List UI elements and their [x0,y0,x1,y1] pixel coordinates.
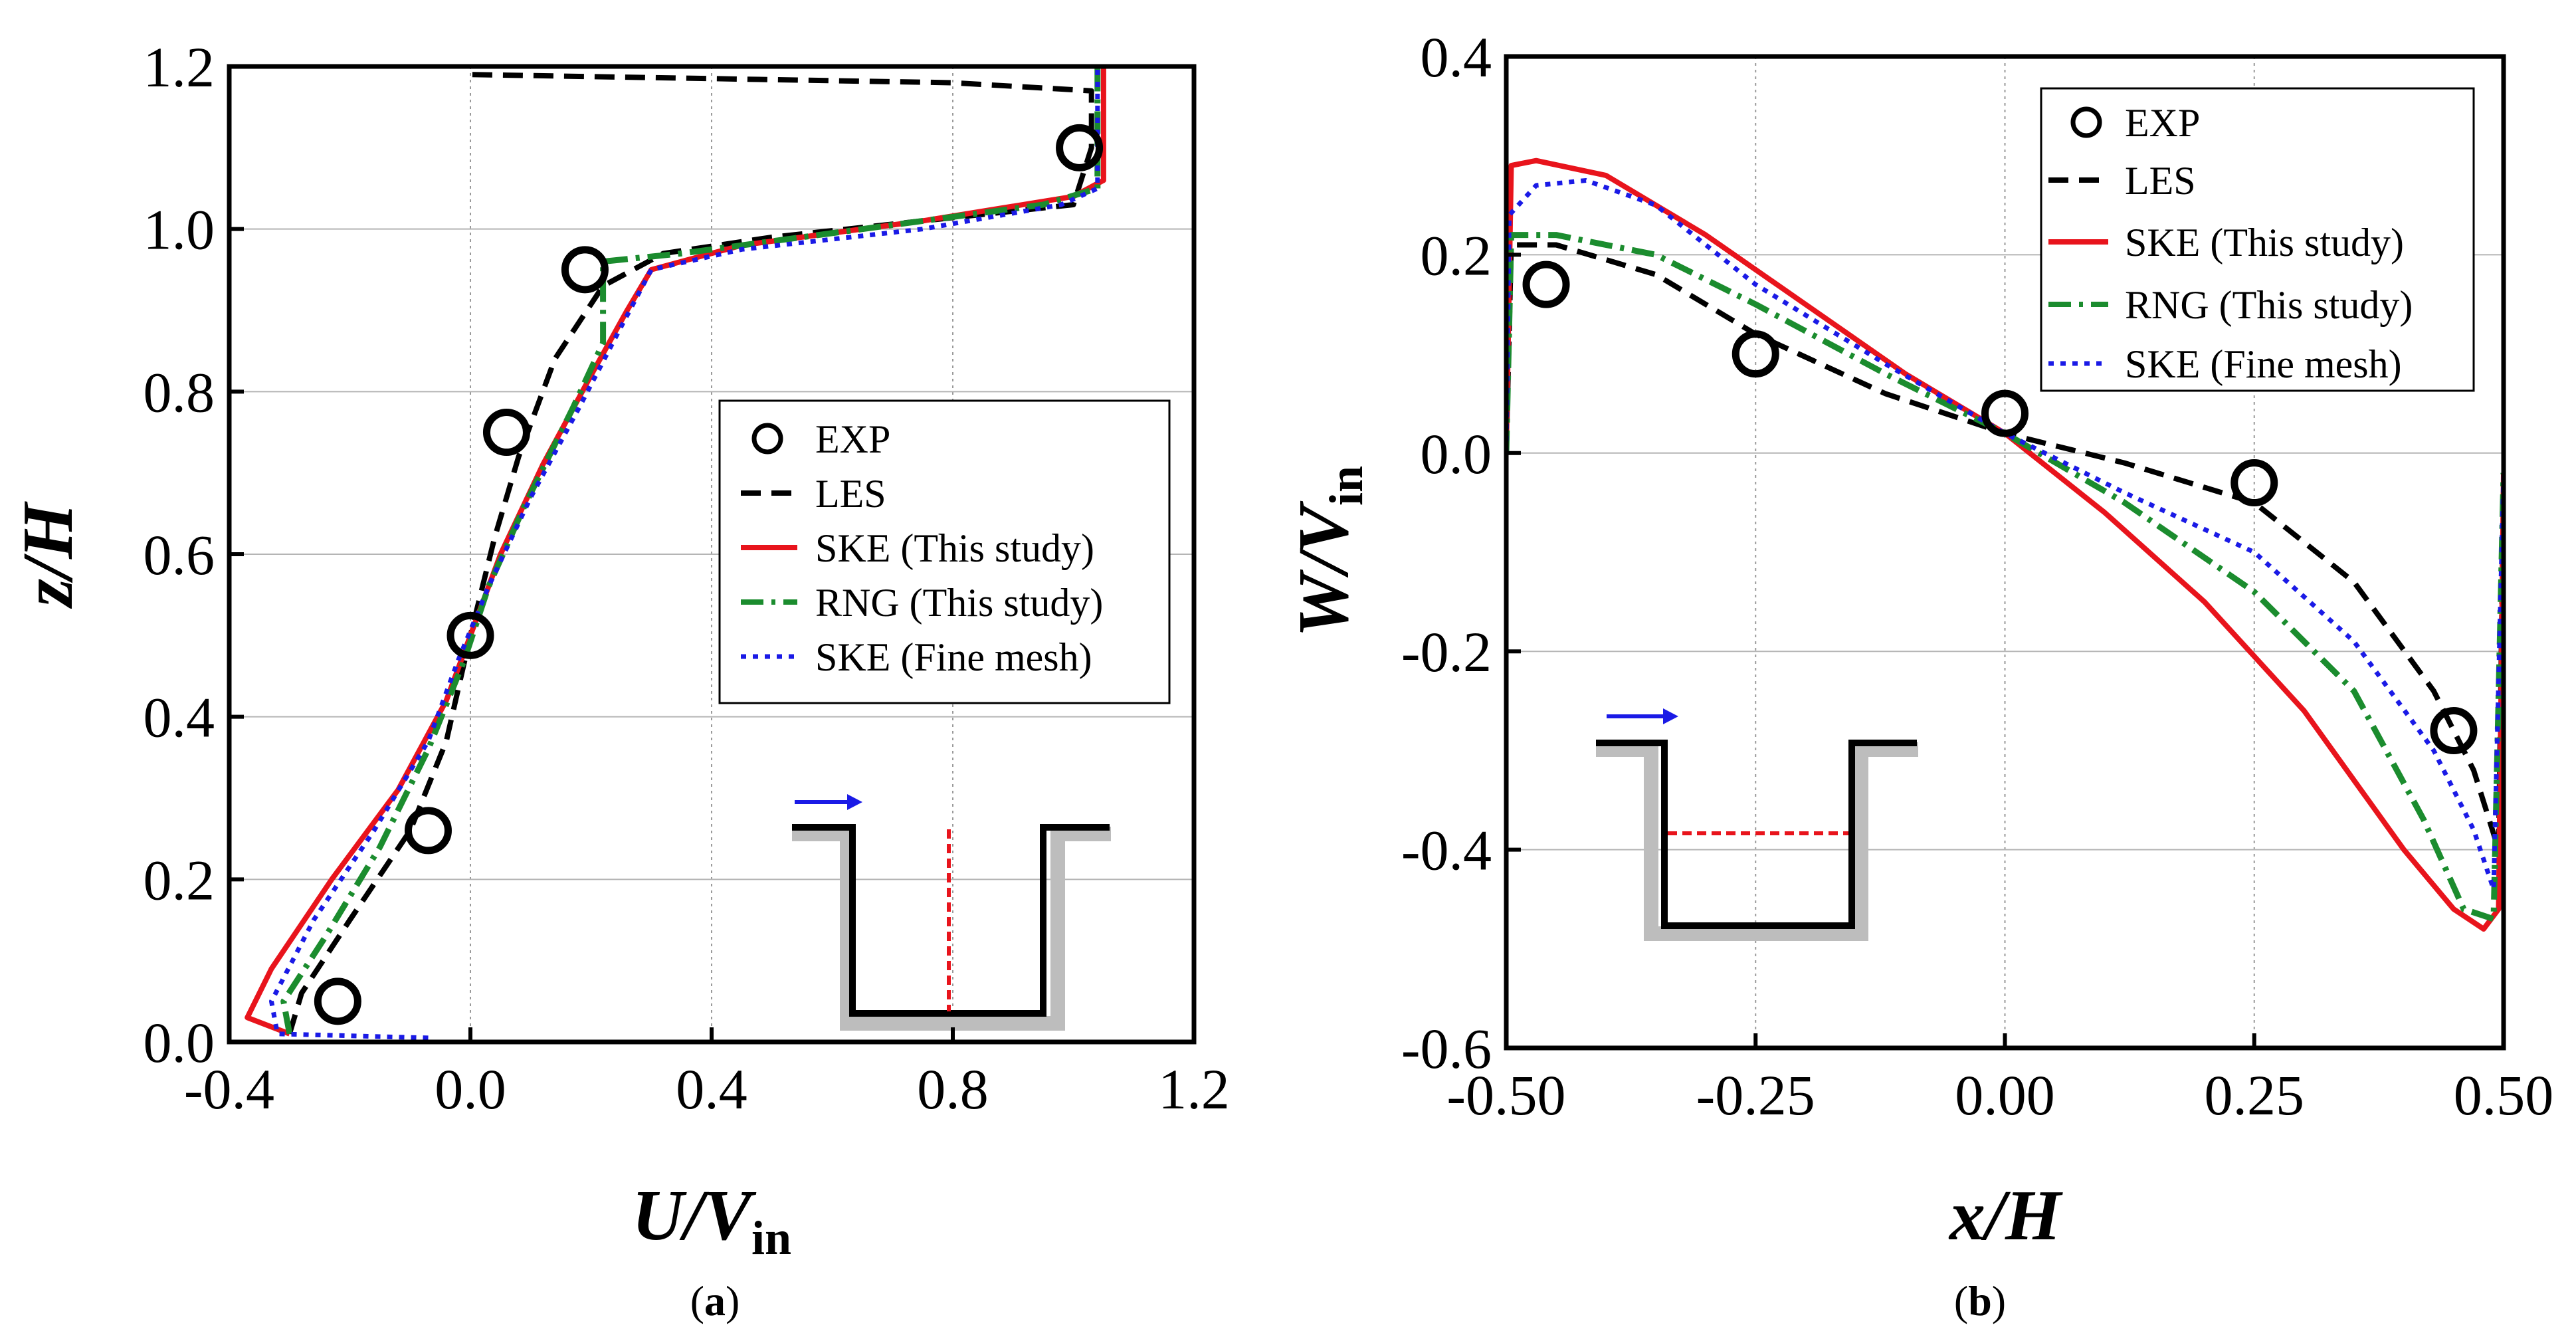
legend-a-les-label: LES [815,472,886,516]
chart-b-ticks: -0.50 -0.25 0.00 0.25 0.50 -0.6 -0.4 -0.2 0.0 0.2… [1401,25,2553,1127]
chart-a-panel-label: (a) [690,1277,740,1324]
a-ytick-label-3: 0.6 [144,523,215,587]
legend-b-exp-marker [2070,106,2102,138]
b-exp-point-2 [1981,389,2029,437]
b-exp-point-0 [1522,260,1570,308]
chart-a-legend: EXP LES SKE (This study) RNG (This study… [718,399,1171,704]
chart-a-grid [229,66,1194,1042]
chart-b-xlabel: x/H [1948,1176,2063,1255]
inset-a-canyon-outline [792,824,1110,1017]
legend-a-fine-label: SKE (Fine mesh) [815,635,1092,679]
a-exp-point-1 [404,807,452,855]
legend-b-fine-label: SKE (Fine mesh) [2125,342,2402,386]
b-exp-point-4 [2430,707,2478,755]
b-series-ske-fine-mesh [1506,178,2504,892]
b-ytick-label-3: 0.0 [1421,422,1492,486]
inset-b-flow-arrowhead [1663,708,1678,724]
b-ytick-label-0: -0.6 [1401,1017,1492,1081]
legend-a-exp-marker [751,423,783,455]
a-exp-point-3 [482,409,530,456]
b-series-les [1506,242,2504,853]
legend-b-exp-label: EXP [2125,101,2200,145]
b-xtick-label-3: 0.25 [2205,1063,2305,1127]
a-xtick-label-2: 0.4 [676,1057,747,1121]
inset-a-flow-arrowhead [847,794,862,810]
chart-b-inset-schematic [1596,708,1918,941]
chart-b-ylabel: W/Vin [1284,466,1373,637]
a-xtick-label-3: 0.8 [917,1057,989,1121]
chart-b: EXP LES SKE (This study) RNG (This study… [1284,25,2553,1324]
a-xtick-label-1: 0.0 [435,1057,506,1121]
b-exp-point-1 [1732,330,1779,378]
a-ytick-label-1: 0.2 [144,848,215,912]
b-xtick-label-2: 0.00 [1955,1063,2055,1127]
b-series-rng-this-study [1506,232,2504,922]
chart-a-legend-box [718,399,1171,704]
b-ytick-label-2: -0.2 [1401,620,1492,684]
legend-a-exp-label: EXP [815,417,890,461]
a-ytick-label-2: 0.4 [144,686,215,750]
b-ytick-label-4: 0.2 [1421,223,1492,287]
b-xtick-label-1: -0.25 [1696,1063,1815,1127]
a-ytick-label-4: 0.8 [144,360,215,424]
a-xtick-label-0: -0.4 [184,1057,274,1121]
a-exp-point-0 [314,978,361,1025]
chart-b-legend: EXP LES SKE (This study) RNG (This study… [2040,87,2475,392]
chart-a-series [245,66,1106,1041]
b-ytick-label-5: 0.4 [1421,25,1492,89]
chart-a-ylabel: z/H [9,501,88,609]
b-xtick-label-0: -0.50 [1446,1063,1565,1127]
legend-b-ske-label: SKE (This study) [2125,221,2404,264]
chart-a-ticks: -0.4 0.0 0.4 0.8 1.20.00.20.40.60.81.01.2 [144,35,1230,1121]
b-xtick-label-4: 0.50 [2454,1063,2554,1127]
legend-a-rng-label: RNG (This study) [815,581,1103,625]
a-exp-point-4 [561,246,609,294]
a-exp-point-5 [1056,124,1104,171]
inset-a-wall-shadow [792,827,1111,1031]
inset-b-canyon-outline [1596,740,1917,929]
a-exp-point-2 [446,611,494,659]
a-series-les [286,72,1094,1035]
a-ytick-label-5: 1.0 [144,198,215,262]
a-ytick-label-6: 1.2 [144,35,215,99]
b-series-ske-this-study [1506,157,2504,932]
legend-b-rng-label: RNG (This study) [2125,283,2413,327]
chart-b-series [1506,157,2504,932]
chart-b-legend-box [2040,87,2475,392]
a-series-ske-fine-mesh [269,66,1100,1041]
b-ytick-label-1: -0.4 [1401,819,1492,882]
b-exp-point-3 [2230,459,2278,507]
a-xtick-label-4: 1.2 [1158,1057,1230,1121]
a-ytick-label-0: 0.0 [144,1011,215,1075]
a-series-rng-this-study [280,66,1101,1035]
legend-a-ske-label: SKE (This study) [815,526,1094,570]
chart-a: EXP LES SKE (This study) RNG (This study… [9,35,1230,1324]
legend-b-les-label: LES [2125,159,2196,203]
chart-a-inset-schematic [792,794,1111,1031]
chart-a-xlabel: U/Vin [632,1176,791,1265]
chart-b-panel-label: (b) [1954,1277,2006,1324]
inset-b-wall-shadow [1596,742,1918,941]
